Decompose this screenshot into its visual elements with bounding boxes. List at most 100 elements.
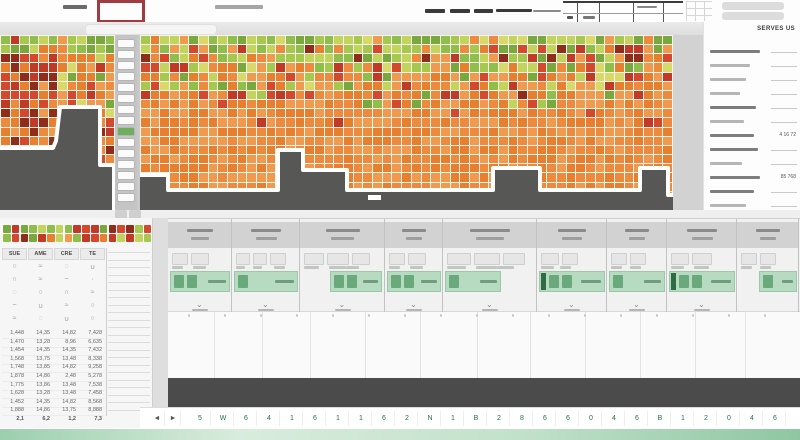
heatmap-cell[interactable] [257,63,266,72]
heatmap-cell[interactable] [431,173,440,182]
heatmap-cell[interactable] [20,81,29,90]
heatmap-cell[interactable] [653,118,663,127]
heatmap-cell[interactable] [324,81,334,90]
sheet-tab[interactable]: 2 [397,411,418,426]
heatmap-cell[interactable] [189,118,199,127]
heatmap-cell[interactable] [382,155,392,164]
heatmap-cell[interactable] [460,109,469,118]
heatmap-cell[interactable] [160,90,170,100]
heatmap-cell[interactable] [585,36,595,45]
heatmap-cell[interactable] [189,54,199,63]
heatmap-cell[interactable] [450,109,460,118]
sheet-tab[interactable]: 4 [604,411,625,426]
table-cell-icon[interactable]: ∪ [63,316,70,323]
heatmap-cell[interactable] [663,136,672,145]
heatmap-cell[interactable] [585,118,595,127]
sheet-tab[interactable]: 6 [765,411,786,426]
heatmap-cell[interactable] [324,90,334,100]
heatmap-cell[interactable] [460,136,469,145]
heatmap-cell[interactable] [276,54,286,63]
heatmap-cell[interactable] [402,136,411,145]
heatmap-cell[interactable] [421,90,431,100]
heatmap-cell[interactable] [373,81,382,90]
heatmap-cell[interactable] [595,63,605,72]
mini-heatmap-cell[interactable] [73,225,81,233]
heatmap-cell[interactable] [537,118,547,127]
heatmap-cell[interactable] [353,45,363,54]
heatmap-cell[interactable] [537,81,547,90]
heatmap-cell[interactable] [160,155,170,164]
ribbon-button[interactable] [692,253,712,265]
heatmap-cell[interactable] [469,100,479,109]
heatmap-cell[interactable] [595,36,605,45]
heatmap-cell[interactable] [208,164,218,173]
heatmap-cell[interactable] [160,100,170,109]
heatmap-cell[interactable] [469,145,479,155]
heatmap-cell[interactable] [585,90,595,100]
heatmap-cell[interactable] [431,81,440,90]
heatmap-cell[interactable] [489,127,498,136]
heatmap-cell[interactable] [431,145,440,155]
heatmap-cell[interactable] [77,81,86,90]
heatmap-cell[interactable] [218,145,228,155]
heatmap-cell[interactable] [39,109,48,118]
heatmap-cell[interactable] [614,81,624,90]
heatmap-cell[interactable] [179,136,189,145]
heatmap-cell[interactable] [382,118,392,127]
heatmap-cell[interactable] [479,36,489,45]
heatmap-cell[interactable] [566,90,576,100]
mini-heatmap-cell[interactable] [99,234,108,242]
heatmap-cell[interactable] [508,45,518,54]
heatmap-cell[interactable] [286,72,295,81]
heatmap-cell[interactable] [556,182,566,191]
heatmap-cell[interactable] [537,72,547,81]
sheet-tab[interactable]: N [420,411,441,426]
heatmap-cell[interactable] [141,90,150,100]
heatmap-cell[interactable] [344,164,353,173]
heatmap-cell[interactable] [595,127,605,136]
mini-heatmap-cell[interactable] [135,234,143,242]
heatmap-cell[interactable] [199,81,208,90]
heatmap-cell[interactable] [39,63,48,72]
ribbon-button[interactable] [253,253,267,265]
heatmap-cell[interactable] [295,72,305,81]
heatmap-cell[interactable] [141,72,150,81]
heatmap-cell[interactable] [363,90,373,100]
heatmap-cell[interactable] [663,54,672,63]
heatmap-cell[interactable] [440,90,450,100]
heatmap-cell[interactable] [208,54,218,63]
heatmap-cell[interactable] [105,36,114,45]
row-label-box[interactable] [118,73,134,80]
mini-heatmap-cell[interactable] [143,225,152,233]
heatmap-cell[interactable] [566,54,576,63]
heatmap-cell[interactable] [556,81,566,90]
ribbon-button[interactable] [304,253,324,265]
heatmap-cell[interactable] [179,145,189,155]
heatmap-cell[interactable] [547,136,556,145]
heatmap-cell[interactable] [315,100,324,109]
mini-heatmap-cell[interactable] [11,225,20,233]
heatmap-cell[interactable] [160,164,170,173]
heatmap-cell[interactable] [508,118,518,127]
heatmap-cell[interactable] [218,155,228,164]
heatmap-cell[interactable] [605,145,614,155]
heatmap-cell[interactable] [199,145,208,155]
heatmap-cell[interactable] [160,109,170,118]
heatmap-cell[interactable] [527,54,537,63]
heatmap-cell[interactable] [179,100,189,109]
heatmap-cell[interactable] [585,100,595,109]
heatmap-cell[interactable] [392,45,402,54]
heatmap-cell[interactable] [614,155,624,164]
heatmap-cell[interactable] [29,90,38,100]
heatmap-cell[interactable] [624,45,634,54]
heatmap-cell[interactable] [663,63,672,72]
row-label-box[interactable] [118,62,134,69]
heatmap-cell[interactable] [247,109,257,118]
heatmap-cell[interactable] [48,109,57,118]
heatmap-cell[interactable] [247,118,257,127]
heatmap-cell[interactable] [305,90,315,100]
heatmap-cell[interactable] [508,72,518,81]
heatmap-cell[interactable] [286,81,295,90]
heatmap-cell[interactable] [489,45,498,54]
heatmap-cell[interactable] [527,63,537,72]
